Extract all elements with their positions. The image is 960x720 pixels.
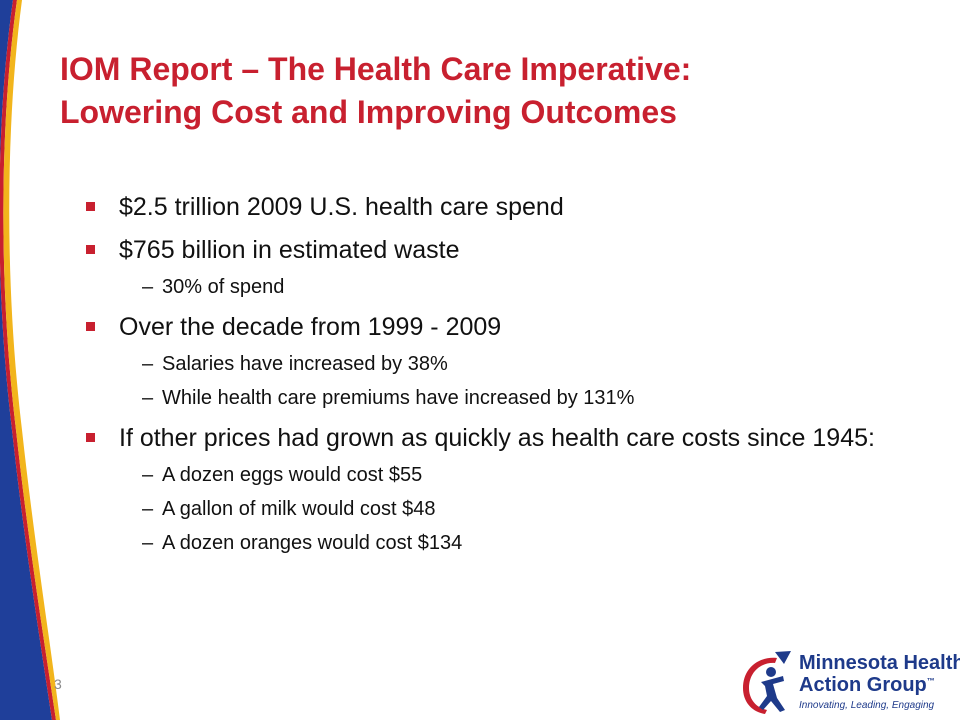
sub-bullet-text: 30% of spend <box>162 276 285 298</box>
sub-bullet-item: – While health care premiums have increa… <box>86 386 926 410</box>
sub-bullet-text: Salaries have increased by 38% <box>162 353 448 375</box>
organization-logo: Minnesota Health Action Group™ Innovatin… <box>737 648 960 716</box>
sub-bullet-item: – A dozen oranges would cost $134 <box>86 531 926 555</box>
sub-bullet-item: – 30% of spend <box>86 275 926 299</box>
logo-line-1: Minnesota Health <box>799 652 960 674</box>
square-bullet-icon <box>86 433 95 442</box>
dash-marker: – <box>142 498 154 520</box>
page-number: 3 <box>54 676 62 692</box>
dash-marker: – <box>142 353 154 375</box>
bullet-item: $2.5 trillion 2009 U.S. health care spen… <box>86 192 926 222</box>
bullet-item: If other prices had grown as quickly as … <box>86 423 926 453</box>
left-swoosh-decoration <box>0 0 60 720</box>
trademark-symbol: ™ <box>926 676 935 686</box>
bullet-item: Over the decade from 1999 - 2009 <box>86 312 926 342</box>
slide-title: IOM Report – The Health Care Imperative:… <box>60 48 920 134</box>
logo-figure-icon <box>743 651 791 714</box>
dash-marker: – <box>142 276 154 298</box>
sub-bullet-text: A gallon of milk would cost $48 <box>162 498 436 520</box>
bullet-text: $2.5 trillion 2009 U.S. health care spen… <box>119 193 564 221</box>
dash-marker: – <box>142 464 154 486</box>
dash-marker: – <box>142 532 154 554</box>
square-bullet-icon <box>86 245 95 254</box>
swoosh-yellow-stripe <box>3 0 60 720</box>
bullet-text: If other prices had grown as quickly as … <box>119 424 875 452</box>
bullet-item: $765 billion in estimated waste <box>86 235 926 265</box>
bullet-text: $765 billion in estimated waste <box>119 236 460 264</box>
sub-bullet-item: – Salaries have increased by 38% <box>86 352 926 376</box>
swoosh-blue-band <box>0 0 52 720</box>
sub-bullet-item: – A dozen eggs would cost $55 <box>86 463 926 487</box>
sub-bullet-text: While health care premiums have increase… <box>162 387 635 409</box>
bullet-list: $2.5 trillion 2009 U.S. health care spen… <box>86 192 926 555</box>
dash-marker: – <box>142 387 154 409</box>
logo-tagline: Innovating, Leading, Engaging <box>799 700 935 711</box>
logo-line-2-text: Action Group <box>799 674 927 696</box>
sub-bullet-text: A dozen oranges would cost $134 <box>162 532 463 554</box>
swoosh-red-stripe <box>0 0 56 720</box>
bullet-text: Over the decade from 1999 - 2009 <box>119 313 502 341</box>
sub-bullet-item: – A gallon of milk would cost $48 <box>86 497 926 521</box>
title-line-2: Lowering Cost and Improving Outcomes <box>60 94 677 130</box>
square-bullet-icon <box>86 322 95 331</box>
sub-bullet-text: A dozen eggs would cost $55 <box>162 464 423 486</box>
title-line-1: IOM Report – The Health Care Imperative: <box>60 51 692 87</box>
logo-line-2: Action Group™ <box>799 674 935 697</box>
square-bullet-icon <box>86 202 95 211</box>
